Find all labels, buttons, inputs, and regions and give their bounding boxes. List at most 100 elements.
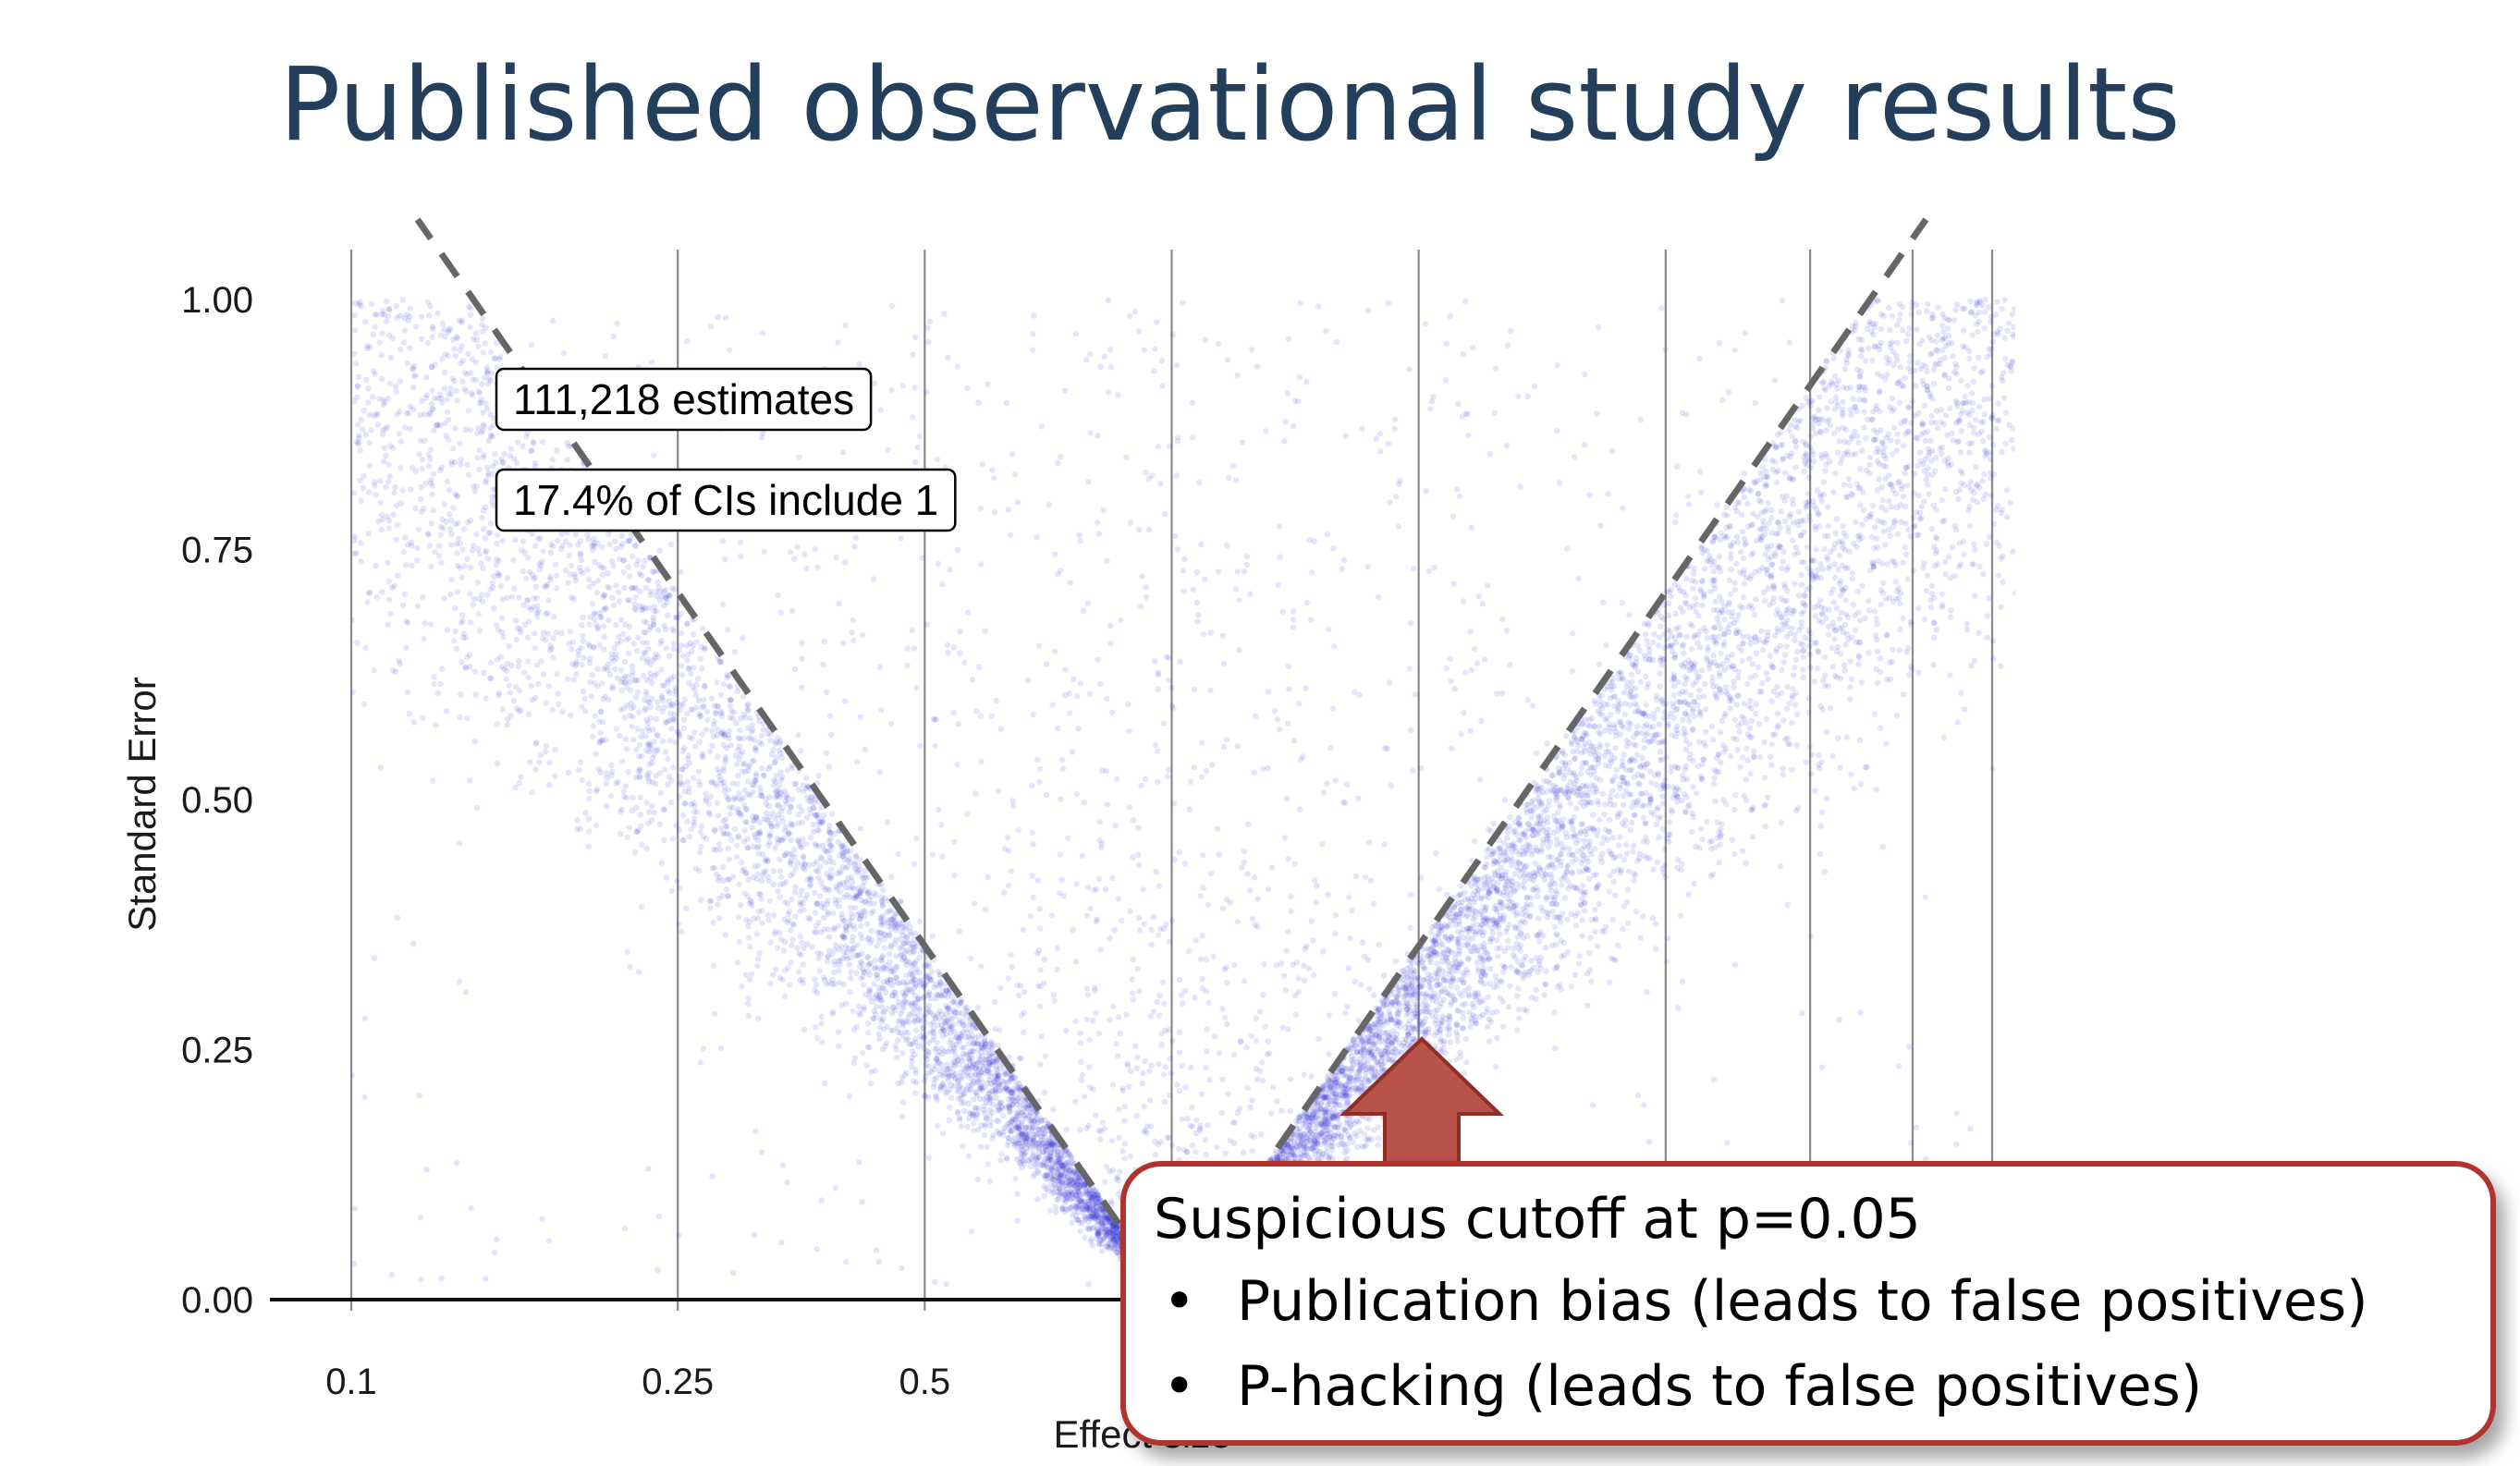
scatter-point bbox=[1141, 1104, 1148, 1110]
scatter-point bbox=[1609, 448, 1615, 455]
scatter-point bbox=[681, 696, 688, 702]
scatter-point bbox=[970, 1120, 977, 1127]
scatter-point bbox=[1378, 1052, 1385, 1058]
scatter-point bbox=[537, 534, 544, 542]
scatter-point bbox=[378, 526, 385, 533]
scatter-point bbox=[1326, 1154, 1332, 1162]
scatter-point bbox=[1952, 420, 1959, 426]
scatter-point bbox=[513, 459, 520, 466]
scatter-point bbox=[951, 872, 958, 879]
scatter-point bbox=[525, 711, 532, 718]
scatter-point bbox=[1492, 973, 1499, 980]
scatter-point bbox=[1816, 523, 1823, 530]
scatter-point bbox=[1947, 405, 1953, 411]
scatter-point bbox=[1783, 643, 1790, 650]
scatter-point bbox=[1586, 492, 1593, 498]
scatter-point bbox=[1962, 393, 1968, 399]
scatter-point bbox=[822, 1080, 828, 1087]
scatter-point bbox=[1890, 406, 1897, 412]
scatter-point bbox=[452, 628, 459, 635]
scatter-point bbox=[1077, 1198, 1083, 1204]
scatter-point bbox=[1043, 791, 1050, 799]
scatter-point bbox=[1152, 741, 1159, 749]
scatter-point bbox=[621, 658, 629, 665]
scatter-point bbox=[514, 705, 520, 712]
scatter-point bbox=[941, 1048, 948, 1055]
scatter-point bbox=[1578, 736, 1584, 743]
scatter-point bbox=[1018, 1109, 1024, 1117]
scatter-point bbox=[1733, 627, 1741, 633]
scatter-point bbox=[1900, 615, 1906, 622]
scatter-point bbox=[876, 769, 884, 776]
scatter-point bbox=[1578, 735, 1584, 742]
scatter-point bbox=[835, 1029, 842, 1035]
scatter-point bbox=[520, 602, 527, 608]
scatter-point bbox=[1531, 965, 1537, 971]
scatter-point bbox=[1685, 501, 1693, 507]
scatter-point bbox=[1445, 937, 1452, 944]
scatter-point bbox=[749, 825, 755, 831]
scatter-point bbox=[1405, 1032, 1412, 1038]
scatter-point bbox=[1199, 1091, 1205, 1098]
scatter-point bbox=[1476, 776, 1484, 783]
scatter-point bbox=[464, 556, 471, 563]
scatter-point bbox=[973, 708, 980, 715]
scatter-point bbox=[812, 976, 818, 983]
scatter-point bbox=[1976, 403, 1983, 410]
scatter-point bbox=[960, 1045, 968, 1051]
scatter-point bbox=[876, 664, 883, 670]
scatter-point bbox=[458, 456, 464, 463]
scatter-point bbox=[1783, 705, 1791, 712]
scatter-point bbox=[1553, 941, 1560, 947]
scatter-point bbox=[1308, 569, 1315, 576]
scatter-point bbox=[1579, 882, 1586, 888]
scatter-point bbox=[665, 688, 671, 694]
scatter-point bbox=[1483, 893, 1489, 899]
scatter-point bbox=[1186, 948, 1193, 955]
scatter-point bbox=[657, 641, 664, 647]
scatter-point bbox=[958, 1123, 964, 1130]
scatter-point bbox=[876, 1024, 884, 1031]
scatter-point bbox=[1276, 523, 1283, 531]
scatter-point bbox=[939, 580, 946, 588]
scatter-point bbox=[1942, 412, 1950, 419]
scatter-point bbox=[679, 671, 686, 678]
scatter-point bbox=[978, 758, 985, 765]
scatter-point bbox=[1091, 984, 1098, 991]
scatter-point bbox=[1531, 779, 1537, 786]
scatter-point bbox=[1551, 897, 1558, 903]
scatter-point bbox=[1034, 534, 1040, 541]
scatter-point bbox=[1534, 893, 1541, 899]
scatter-point bbox=[1856, 654, 1863, 661]
scatter-point bbox=[1499, 690, 1506, 697]
scatter-point bbox=[1775, 544, 1781, 552]
scatter-point bbox=[1165, 766, 1172, 774]
scatter-point bbox=[877, 407, 884, 413]
scatter-point bbox=[831, 947, 838, 953]
scatter-point bbox=[945, 1048, 951, 1056]
scatter-point bbox=[1021, 989, 1028, 996]
scatter-point bbox=[1971, 430, 1977, 436]
scatter-point bbox=[984, 1143, 990, 1151]
scatter-point bbox=[1262, 1023, 1268, 1030]
scatter-point bbox=[833, 883, 839, 890]
scatter-point bbox=[1438, 922, 1446, 930]
scatter-point bbox=[745, 764, 752, 770]
scatter-point bbox=[1554, 788, 1560, 795]
scatter-point bbox=[1481, 981, 1487, 987]
scatter-point bbox=[1007, 531, 1014, 538]
scatter-point bbox=[602, 353, 608, 360]
scatter-point bbox=[921, 1045, 927, 1052]
scatter-point bbox=[1086, 1036, 1094, 1044]
scatter-point bbox=[729, 780, 736, 787]
scatter-point bbox=[1046, 1154, 1053, 1161]
scatter-point bbox=[781, 993, 788, 1000]
scatter-point bbox=[846, 855, 853, 861]
scatter-point bbox=[1768, 741, 1776, 748]
scatter-point bbox=[813, 922, 820, 930]
scatter-point bbox=[1882, 542, 1889, 548]
scatter-point bbox=[1782, 518, 1789, 525]
scatter-point bbox=[932, 1062, 938, 1069]
scatter-point bbox=[718, 691, 725, 698]
